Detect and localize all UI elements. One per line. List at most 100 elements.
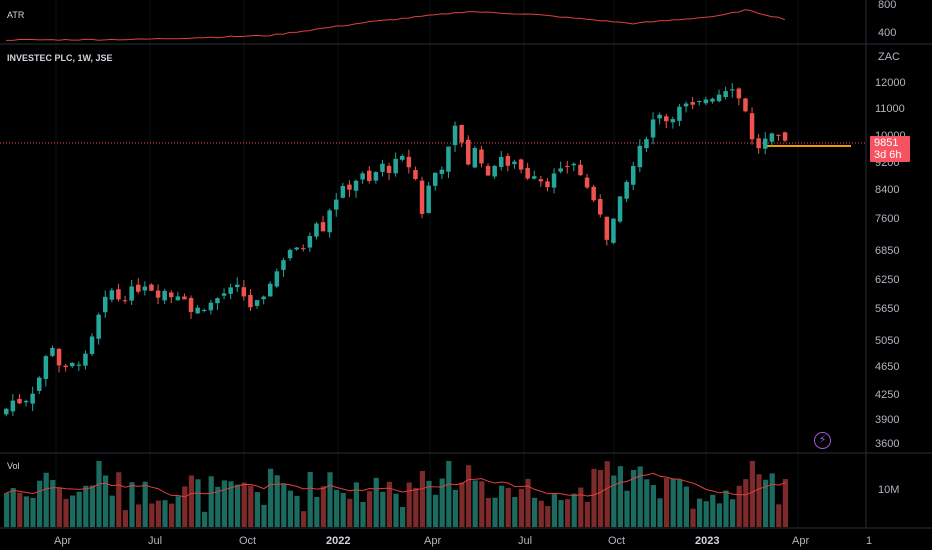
candle-body[interactable] <box>532 176 537 179</box>
candle-body[interactable] <box>558 168 563 172</box>
candle-body[interactable] <box>208 302 214 311</box>
candle-body[interactable] <box>228 287 233 294</box>
candle-body[interactable] <box>446 146 451 172</box>
candle-body[interactable] <box>479 149 484 164</box>
candle-body[interactable] <box>769 133 775 142</box>
candle-body[interactable] <box>393 158 398 174</box>
candle-body[interactable] <box>466 139 471 165</box>
candle-body[interactable] <box>505 155 511 166</box>
candle-body[interactable] <box>109 290 115 300</box>
candle-body[interactable] <box>89 336 95 354</box>
candle-body[interactable] <box>591 186 596 201</box>
candle-body[interactable] <box>485 165 491 176</box>
candle-body[interactable] <box>37 377 42 391</box>
candle-body[interactable] <box>103 296 108 313</box>
candle-body[interactable] <box>611 218 616 243</box>
candle-body[interactable] <box>10 400 16 412</box>
candle-body[interactable] <box>188 297 194 312</box>
candle-body[interactable] <box>525 167 530 179</box>
candle-body[interactable] <box>373 172 379 181</box>
candle-body[interactable] <box>571 163 577 166</box>
candle-body[interactable] <box>472 148 478 168</box>
candle-body[interactable] <box>50 347 55 356</box>
candle-body[interactable] <box>142 286 148 291</box>
candle-body[interactable] <box>268 283 273 297</box>
candle-body[interactable] <box>334 199 339 210</box>
candle-body[interactable] <box>221 293 227 296</box>
candle-body[interactable] <box>380 163 385 172</box>
candle-body[interactable] <box>782 132 788 141</box>
candle-body[interactable] <box>677 106 682 121</box>
candle-body[interactable] <box>598 198 603 215</box>
candle-body[interactable] <box>327 210 332 233</box>
candle-body[interactable] <box>281 260 286 270</box>
candle-body[interactable] <box>169 292 174 298</box>
candle-body[interactable] <box>617 196 623 222</box>
candle-body[interactable] <box>287 249 293 259</box>
candle-body[interactable] <box>307 236 313 248</box>
candle-body[interactable] <box>122 300 128 302</box>
candle-body[interactable] <box>155 290 161 298</box>
candle-body[interactable] <box>776 134 781 136</box>
candle-body[interactable] <box>202 309 207 311</box>
candle-body[interactable] <box>439 169 445 174</box>
candle-body[interactable] <box>294 247 299 250</box>
candle-body[interactable] <box>538 179 544 182</box>
candle-body[interactable] <box>459 124 464 143</box>
candle-body[interactable] <box>129 286 134 301</box>
candle-body[interactable] <box>749 113 755 140</box>
candle-body[interactable] <box>604 216 610 240</box>
candle-body[interactable] <box>683 103 689 107</box>
candle-body[interactable] <box>96 314 101 339</box>
candle-body[interactable] <box>644 139 649 149</box>
candle-body[interactable] <box>43 356 49 379</box>
candle-body[interactable] <box>756 138 761 149</box>
candle-body[interactable] <box>584 177 590 188</box>
candle-body[interactable] <box>736 88 742 99</box>
candle-body[interactable] <box>162 290 167 301</box>
candle-body[interactable] <box>254 300 260 306</box>
candle-body[interactable] <box>670 119 676 123</box>
candle-body[interactable] <box>215 298 220 304</box>
candle-body[interactable] <box>4 408 9 415</box>
candle-body[interactable] <box>492 165 497 177</box>
candle-body[interactable] <box>743 98 748 112</box>
candle-body[interactable] <box>274 271 280 287</box>
candle-body[interactable] <box>631 165 636 185</box>
candle-body[interactable] <box>723 91 728 98</box>
candle-body[interactable] <box>241 287 247 297</box>
candle-body[interactable] <box>17 398 22 404</box>
candle-body[interactable] <box>353 180 359 191</box>
candle-body[interactable] <box>763 138 768 149</box>
candle-body[interactable] <box>650 119 656 138</box>
candle-body[interactable] <box>30 393 35 404</box>
candle-body[interactable] <box>56 348 62 366</box>
candle-body[interactable] <box>452 125 458 146</box>
candle-body[interactable] <box>367 170 372 182</box>
candle-body[interactable] <box>261 296 266 300</box>
candle-body[interactable] <box>716 94 722 102</box>
candle-body[interactable] <box>248 294 253 308</box>
candlestick-series[interactable] <box>4 83 788 417</box>
candle-body[interactable] <box>624 181 629 199</box>
candle-body[interactable] <box>433 172 438 186</box>
candle-body[interactable] <box>565 166 570 168</box>
candle-body[interactable] <box>70 363 75 367</box>
candle-body[interactable] <box>195 307 200 314</box>
candle-body[interactable] <box>235 284 240 288</box>
lightning-icon[interactable]: ⚡ <box>814 432 831 449</box>
candle-body[interactable] <box>518 159 524 170</box>
candle-body[interactable] <box>320 222 326 232</box>
candle-body[interactable] <box>426 185 431 213</box>
candle-body[interactable] <box>149 284 154 291</box>
candle-body[interactable] <box>637 145 643 168</box>
candle-body[interactable] <box>76 364 82 366</box>
candle-body[interactable] <box>406 156 412 168</box>
candle-body[interactable] <box>116 289 121 300</box>
symbol-title[interactable]: INVESTEC PLC, 1W, JSE <box>7 53 113 63</box>
candle-body[interactable] <box>710 98 715 102</box>
candle-body[interactable] <box>136 284 141 292</box>
candle-body[interactable] <box>657 114 662 119</box>
candle-body[interactable] <box>703 99 709 104</box>
